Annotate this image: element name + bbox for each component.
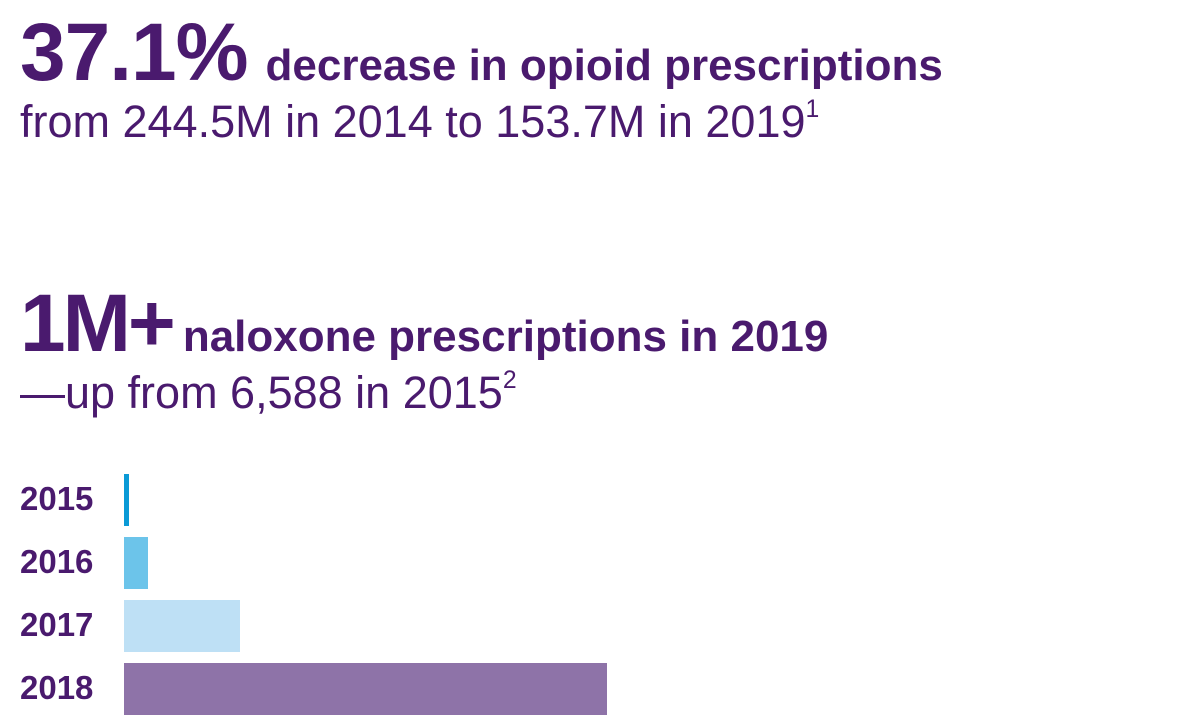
bar-2016 [124, 537, 148, 589]
bar-row-2018: 2018 [0, 663, 1200, 715]
naloxone-count: 1M+ [20, 278, 176, 369]
opioid-subtext: from 244.5M in 2014 to 153.7M in 20191 [20, 96, 943, 148]
naloxone-headline: naloxone prescriptions in 2019 [182, 312, 829, 361]
opioid-subtext-text: from 244.5M in 2014 to 153.7M in 2019 [20, 96, 806, 147]
naloxone-subtext-text: —up from 6,588 in 2015 [20, 367, 503, 418]
footnote-1: 1 [805, 96, 820, 123]
naloxone-stat-headline-row: 1M+ naloxone prescriptions in 2019 [20, 283, 828, 365]
bar-2018 [124, 663, 607, 715]
naloxone-subtext: —up from 6,588 in 20152 [20, 367, 828, 419]
footnote-2: 2 [502, 367, 517, 394]
bar-label: 2015 [20, 480, 94, 517]
bar-2017 [124, 600, 240, 652]
opioid-stat: 37.1% decrease in opioid prescriptions f… [20, 12, 943, 148]
bar-row-2015: 2015 [0, 474, 1200, 526]
naloxone-stat: 1M+ naloxone prescriptions in 2019 —up f… [20, 283, 828, 419]
bar-row-2017: 2017 [0, 600, 1200, 652]
bar-row-2016: 2016 [0, 537, 1200, 589]
bar-label: 2016 [20, 543, 94, 580]
bar-2015 [124, 474, 129, 526]
opioid-headline: decrease in opioid prescriptions [265, 41, 943, 90]
bar-label: 2017 [20, 606, 94, 643]
opioid-stat-headline-row: 37.1% decrease in opioid prescriptions [20, 12, 943, 94]
opioid-percent: 37.1% [20, 7, 249, 98]
